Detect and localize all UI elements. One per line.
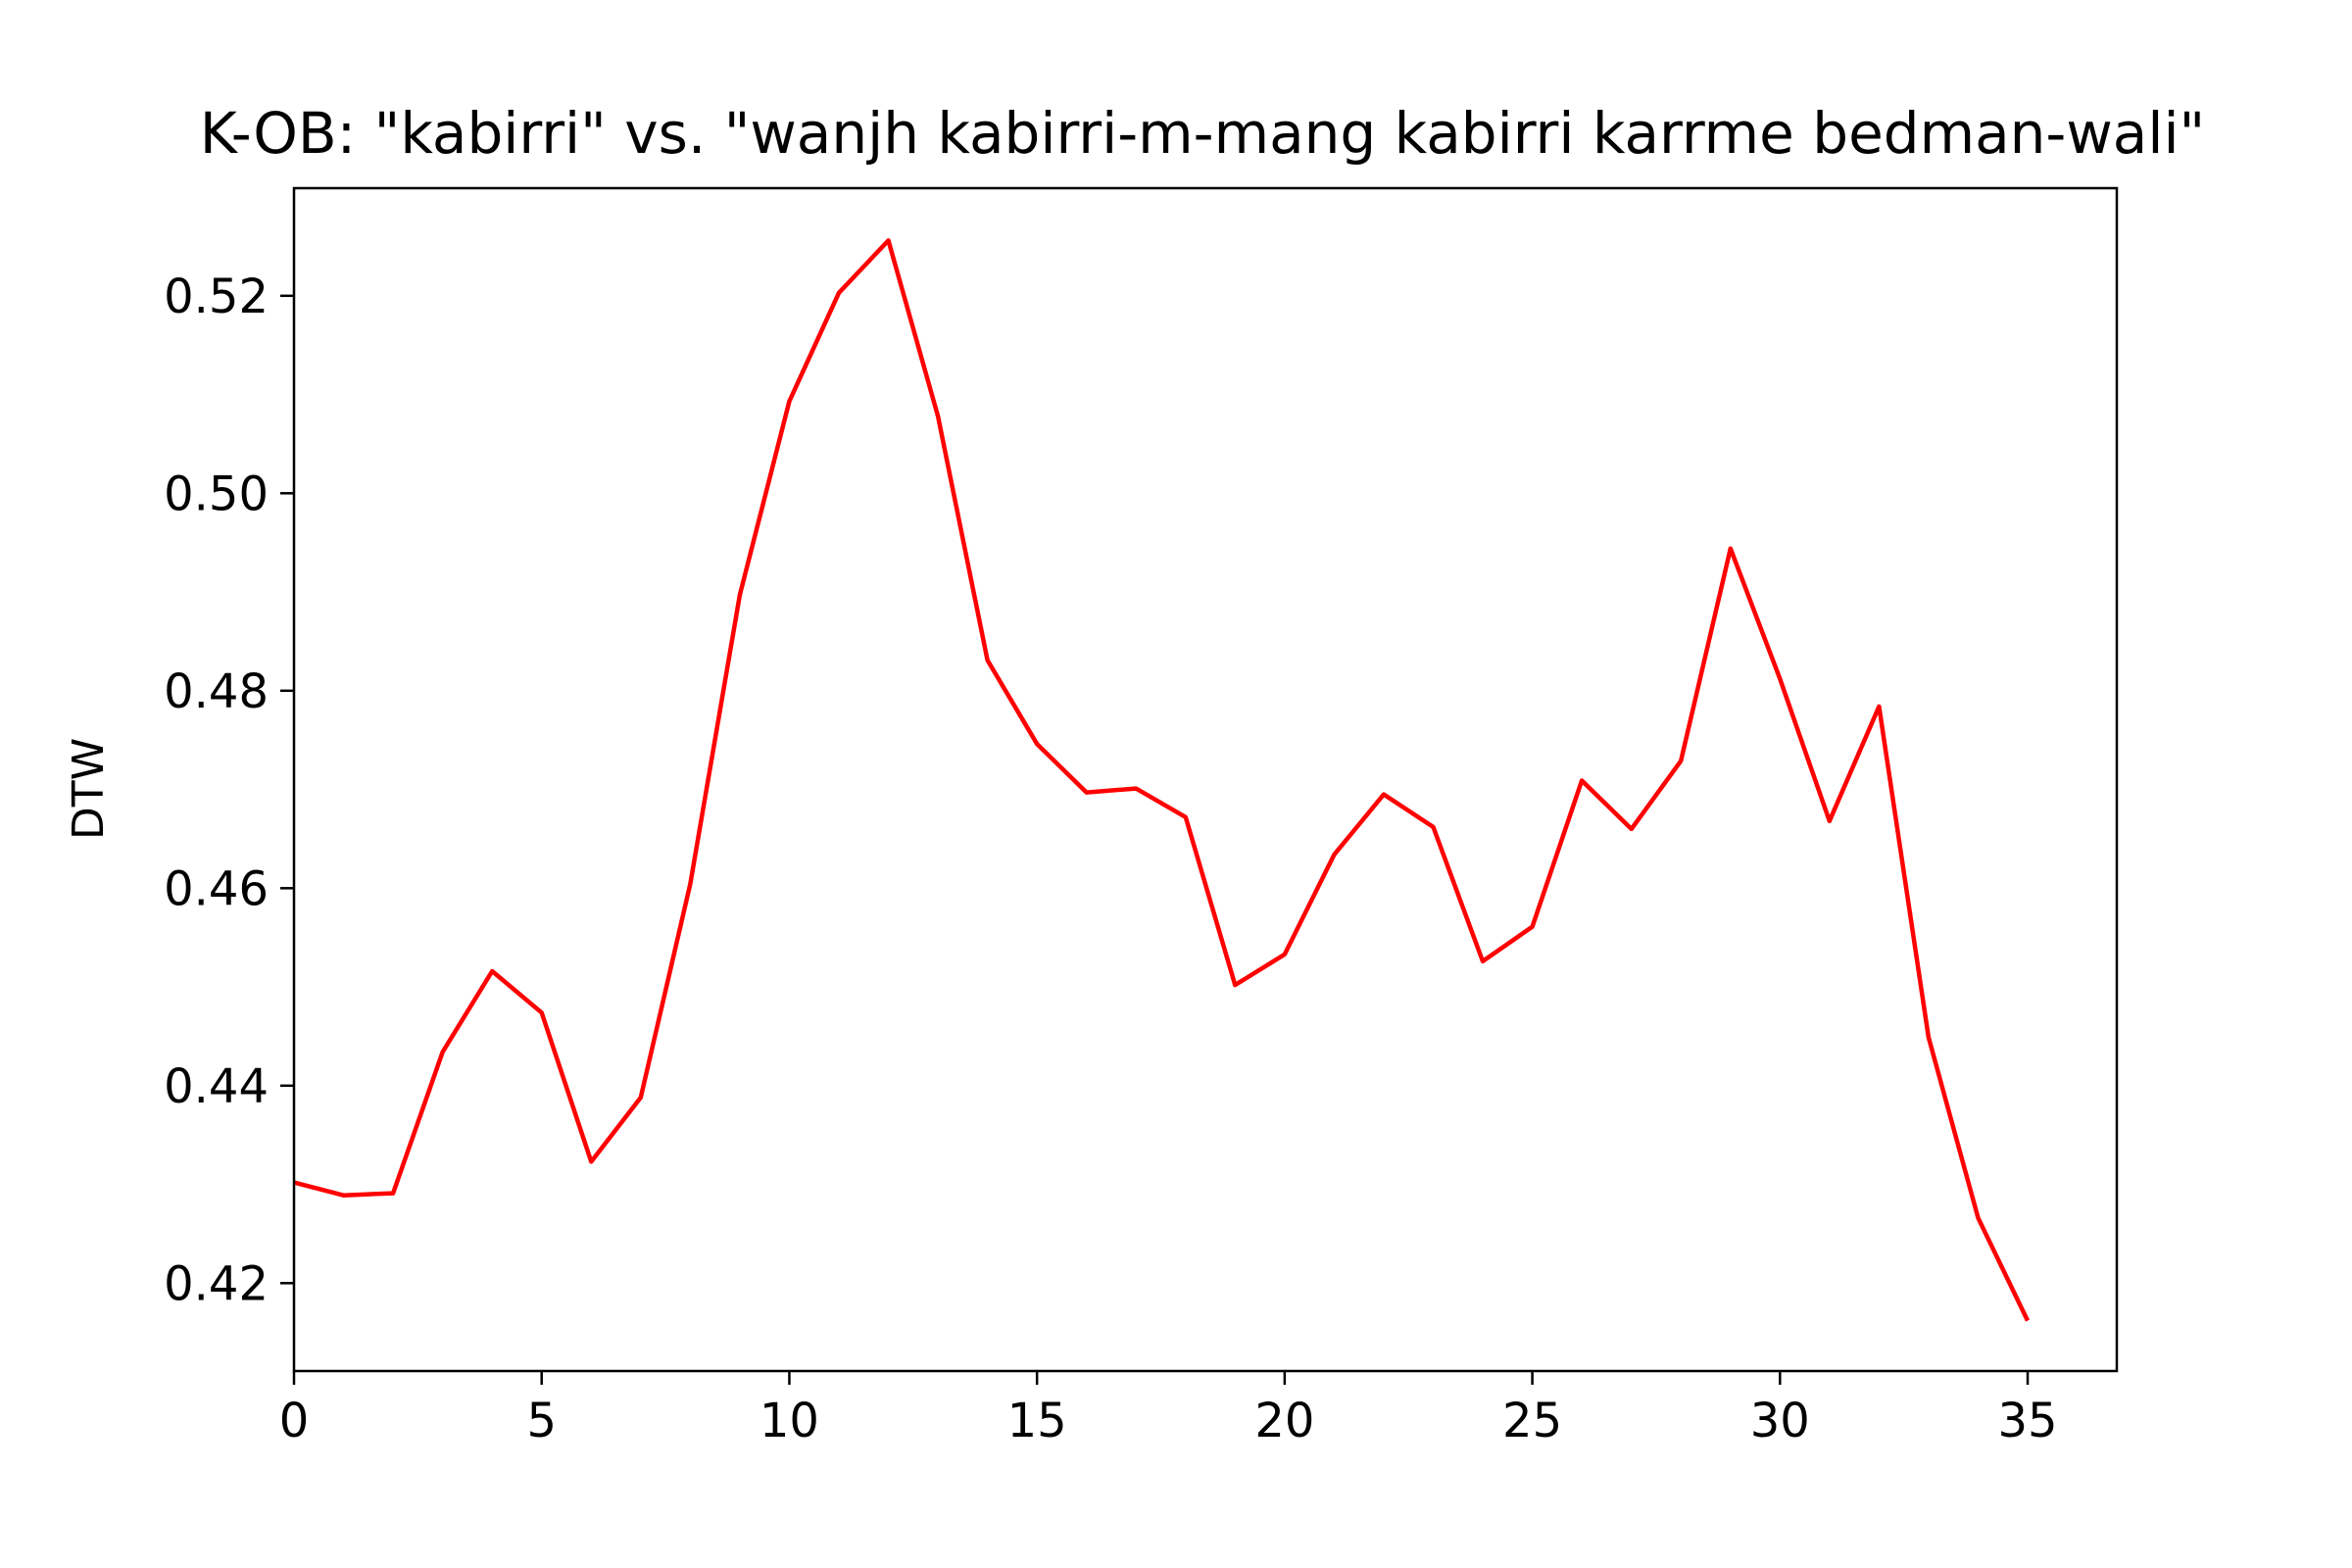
plot-series: [293, 238, 2031, 1322]
y-tick-label: 0.44: [164, 1059, 269, 1114]
x-tick-label: 30: [1750, 1394, 1810, 1448]
x-tick-label: 25: [1502, 1394, 1562, 1448]
x-tick-label: 20: [1254, 1394, 1314, 1448]
x-tick-label: 15: [1007, 1394, 1067, 1448]
y-axis: 0.42 0.44 0.46 0.48 0.50 0.52: [164, 270, 294, 1311]
x-tick-label: 35: [1997, 1394, 2057, 1448]
chart-title: K-OB: "kabirri" vs. "wanjh kabirri-m-man…: [200, 100, 2205, 167]
x-axis: 0 5 10 15 20 25 30 35: [279, 1371, 2058, 1448]
plot-frame: [292, 186, 2119, 1373]
x-tick-label: 0: [279, 1394, 310, 1448]
y-tick-label: 0.48: [164, 664, 269, 719]
series-line: [293, 238, 2031, 1322]
x-tick-label: 5: [526, 1394, 557, 1448]
x-tick-label: 10: [760, 1394, 819, 1448]
y-tick-label: 0.42: [164, 1256, 269, 1311]
y-axis-label: DTW: [64, 738, 114, 840]
y-tick-label: 0.46: [164, 861, 269, 916]
y-tick-label: 0.52: [164, 270, 269, 324]
y-tick-label: 0.50: [164, 466, 269, 521]
